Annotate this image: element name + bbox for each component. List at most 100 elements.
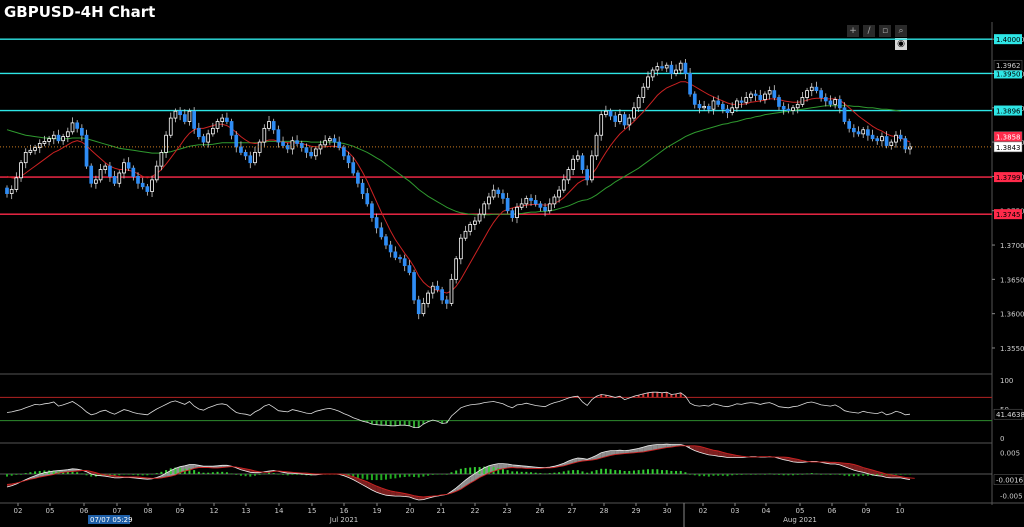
macd-histogram-bar xyxy=(558,472,561,474)
candle-down xyxy=(346,155,351,164)
candle-up xyxy=(206,133,211,143)
candle-up xyxy=(711,100,716,110)
macd-histogram-bar xyxy=(356,474,359,478)
draw-icon[interactable]: / xyxy=(863,25,875,37)
macd-histogram-bar xyxy=(132,474,135,475)
candle-down xyxy=(505,197,510,212)
crosshair-icon[interactable]: + xyxy=(847,25,859,37)
x-tick-label: 23 xyxy=(503,507,512,515)
candle-up xyxy=(833,99,837,105)
macd-histogram-bar xyxy=(735,474,738,475)
candle-down xyxy=(786,108,791,111)
macd-histogram-bar xyxy=(646,469,649,474)
macd-histogram-bar xyxy=(239,474,242,476)
macd-histogram-bar xyxy=(628,470,631,474)
candle-up xyxy=(98,169,103,181)
candle-down xyxy=(837,99,842,109)
macd-histogram-bar xyxy=(530,472,533,474)
macd-histogram-bar xyxy=(511,471,514,474)
macd-ribbon xyxy=(853,464,859,472)
price-tag xyxy=(993,141,1023,153)
candle-down xyxy=(402,258,407,267)
candle-down xyxy=(898,134,903,140)
macd-histogram-bar xyxy=(487,466,490,474)
macd-histogram-bar xyxy=(707,474,710,477)
macd-histogram-bar xyxy=(197,471,200,474)
candle-up xyxy=(744,97,749,103)
macd-histogram-bar xyxy=(441,474,444,475)
macd-histogram-bar xyxy=(693,474,696,476)
rsi-line xyxy=(6,391,911,429)
candle-down xyxy=(875,138,880,142)
macd-histogram-bar xyxy=(534,472,537,474)
macd-histogram-bar xyxy=(165,470,168,474)
candle-up xyxy=(805,90,809,98)
candle-down xyxy=(229,121,234,136)
eraser-icon[interactable]: ▫ xyxy=(879,25,891,37)
x-tick-label: 19 xyxy=(373,507,382,515)
candle-down xyxy=(398,256,402,260)
macd-histogram-bar xyxy=(665,470,668,474)
macd-histogram-bar xyxy=(211,472,214,474)
settings-icon[interactable]: ◉ xyxy=(895,38,907,50)
candle-down xyxy=(870,134,875,140)
candle-down xyxy=(501,193,505,199)
macd-tick-label: 0.005 xyxy=(1000,449,1020,457)
candle-down xyxy=(856,131,861,135)
candle-down xyxy=(248,155,253,164)
level-tag-label: 1.3950 xyxy=(996,70,1021,78)
macd-histogram-bar xyxy=(296,474,299,475)
macd-ribbon xyxy=(713,450,719,457)
x-tick-label: 30 xyxy=(663,507,672,515)
x-tick-label: 04 xyxy=(762,507,771,515)
macd-histogram-bar xyxy=(796,474,799,475)
macd-ribbon xyxy=(619,450,625,455)
candle-down xyxy=(697,103,702,109)
candle-down xyxy=(276,129,281,143)
macd-ribbon xyxy=(498,463,503,470)
candle-down xyxy=(622,114,627,126)
macd-histogram-bar xyxy=(389,474,392,479)
macd-histogram-bar xyxy=(249,474,252,477)
candle-down xyxy=(239,146,243,153)
macd-ribbon xyxy=(591,455,597,461)
candle-up xyxy=(211,127,215,135)
candle-up xyxy=(519,203,524,208)
macd-histogram-bar xyxy=(609,469,612,474)
macd-histogram-bar xyxy=(623,470,626,474)
macd-histogram-bar xyxy=(670,470,673,474)
candle-up xyxy=(894,134,898,143)
macd-histogram-bar xyxy=(618,470,621,474)
candle-up xyxy=(594,134,599,157)
zoom-icon[interactable]: ⌕ xyxy=(895,25,907,37)
macd-histogram-bar xyxy=(525,471,528,474)
candle-down xyxy=(351,162,356,174)
candle-down xyxy=(781,106,786,110)
macd-histogram-bar xyxy=(469,467,472,474)
macd-histogram-bar xyxy=(268,472,271,474)
candle-down xyxy=(356,172,360,184)
candle-up xyxy=(468,224,473,232)
macd-histogram-bar xyxy=(455,470,458,474)
macd-histogram-bar xyxy=(408,474,411,477)
candle-down xyxy=(496,189,501,194)
macd-histogram-bar xyxy=(515,471,518,474)
candle-up xyxy=(524,197,529,205)
candle-up xyxy=(674,69,678,74)
macd-histogram-bar xyxy=(497,467,500,474)
candle-up xyxy=(636,97,641,109)
macd-histogram-bar xyxy=(361,474,364,479)
macd-ribbon xyxy=(615,450,620,455)
candle-up xyxy=(253,151,257,164)
month-label: Jul 2021 xyxy=(329,516,359,524)
candle-down xyxy=(178,110,182,116)
candle-up xyxy=(650,69,655,78)
macd-ribbon xyxy=(657,444,663,450)
x-tick-label: 03 xyxy=(731,507,740,515)
candle-down xyxy=(192,110,197,129)
macd-histogram-bar xyxy=(675,470,678,474)
macd-histogram-bar xyxy=(235,474,238,475)
macd-histogram-bar xyxy=(792,474,795,476)
candle-up xyxy=(313,148,318,157)
